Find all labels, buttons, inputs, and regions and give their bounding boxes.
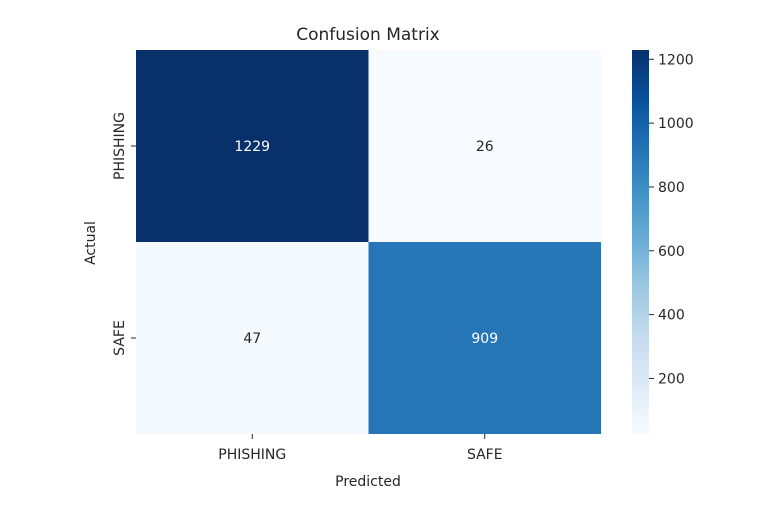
y-tick-label-0: PHISHING	[112, 112, 128, 180]
colorbar-tick-label-5: 1200	[658, 52, 694, 68]
cell-value-0-0: 1229	[234, 139, 270, 155]
colorbar	[632, 50, 649, 434]
heatmap-cells: 1229 26 47 909	[136, 50, 601, 434]
cell-value-1-0: 47	[243, 331, 261, 347]
colorbar-ticks: 200 400 600 800 1000 1200	[649, 52, 694, 387]
heatmap-cell-0-1	[368, 50, 601, 242]
colorbar-tick-label-4: 1000	[658, 116, 694, 132]
cell-value-0-1: 26	[476, 139, 494, 155]
colorbar-tick-label-1: 400	[658, 308, 685, 324]
colorbar-tick-label-2: 600	[658, 244, 685, 260]
y-axis-ticks: PHISHING SAFE	[112, 112, 136, 356]
x-tick-label-1: SAFE	[467, 447, 503, 463]
x-tick-label-0: PHISHING	[218, 447, 286, 463]
y-tick-label-1: SAFE	[112, 320, 128, 356]
heatmap-cell-1-1	[368, 242, 601, 434]
chart-title: Confusion Matrix	[296, 25, 440, 45]
x-axis-label: Predicted	[335, 474, 401, 490]
heatmap-cell-1-0	[136, 242, 369, 434]
colorbar-tick-label-3: 800	[658, 180, 685, 196]
heatmap-cell-0-0	[136, 50, 369, 242]
cell-value-1-1: 909	[471, 331, 498, 347]
y-axis-label: Actual	[83, 221, 99, 265]
x-axis-ticks: PHISHING SAFE	[218, 434, 503, 463]
colorbar-tick-label-0: 200	[658, 371, 685, 387]
